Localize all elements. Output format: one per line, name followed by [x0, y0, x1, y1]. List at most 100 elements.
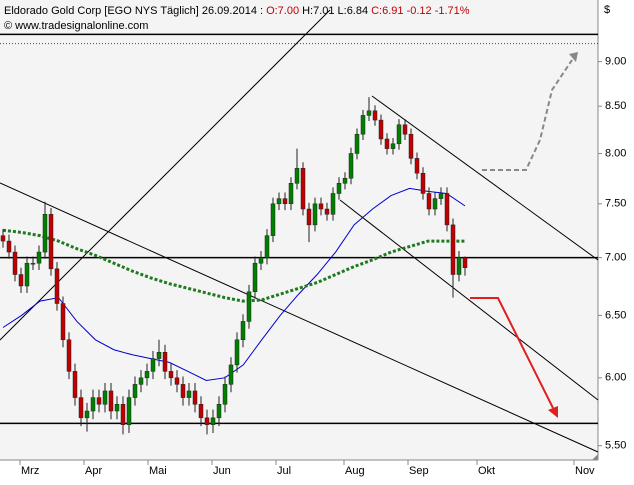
currency: $ — [604, 4, 610, 16]
candle-body — [84, 410, 90, 419]
candle-body — [372, 110, 378, 121]
candle-body — [324, 208, 330, 215]
x-tick-label: Sep — [409, 465, 429, 477]
projection-arrow — [470, 297, 554, 409]
source: © www.tradesignalonline.com — [4, 20, 148, 32]
x-tick-label: Aug — [345, 465, 365, 477]
candle-body — [408, 133, 414, 159]
axis-panel — [598, 0, 634, 480]
candle-body — [42, 214, 48, 253]
candle-body — [444, 193, 450, 226]
candle-body — [354, 133, 360, 154]
quote-low: L:6.84 — [338, 5, 369, 17]
candle-body — [114, 404, 120, 412]
corner-mark — [592, 454, 598, 460]
candle-body — [450, 224, 456, 275]
candle-body — [60, 303, 66, 341]
candle-body — [402, 124, 408, 135]
candle-body — [294, 167, 300, 184]
candle-body — [426, 193, 432, 210]
y-tick-label: 8.50 — [605, 100, 626, 112]
candle-body — [180, 384, 186, 398]
candle-body — [300, 167, 306, 210]
candle-body — [378, 119, 384, 140]
candle-body — [420, 172, 426, 194]
candle-body — [78, 397, 84, 419]
candle-body — [366, 110, 372, 116]
y-tick-label: 5.50 — [605, 440, 626, 452]
candle-body — [348, 153, 354, 179]
candle-body — [210, 417, 216, 425]
candle-body — [288, 183, 294, 205]
x-tick-label: Mai — [149, 465, 167, 477]
candle-body — [396, 124, 402, 145]
y-tick-label: 6.50 — [605, 309, 626, 321]
data-layer — [0, 33, 598, 435]
candle-body — [330, 193, 336, 215]
candle-body — [222, 384, 228, 405]
candle-body — [96, 397, 102, 405]
candle-body — [204, 417, 210, 425]
candle-body — [6, 240, 12, 253]
trend-line — [371, 95, 599, 261]
trend-line — [0, 182, 599, 453]
candle-body — [198, 404, 204, 419]
candle-body — [132, 384, 138, 398]
y-tick-label: 8.00 — [605, 147, 626, 159]
candle-body — [102, 390, 108, 405]
candle-body — [438, 193, 444, 199]
candle-body — [162, 352, 168, 372]
quote-open: O:7.00 — [266, 5, 299, 17]
x-tick-label: Mrz — [21, 465, 39, 477]
candle-body — [126, 397, 132, 425]
candle-body — [0, 235, 6, 242]
candle-body — [282, 198, 288, 205]
candle-body — [318, 203, 324, 210]
arrow-head — [548, 406, 558, 418]
candle-body — [174, 377, 180, 385]
candle-body — [90, 397, 96, 412]
candle-body — [48, 214, 54, 270]
moving-average — [2, 228, 465, 303]
candle-body — [186, 390, 192, 398]
candle-body — [312, 203, 318, 226]
candle-body — [30, 262, 36, 265]
candle-body — [258, 257, 264, 264]
candle-body — [456, 257, 462, 275]
y-tick-label: 7.00 — [605, 252, 626, 264]
candle-body — [150, 358, 156, 372]
candle-body — [192, 390, 198, 405]
candle-body — [390, 143, 396, 149]
candle-body — [246, 291, 252, 322]
quote-close: C:6.91 -0.12 -1.71% — [371, 5, 470, 17]
candle-body — [252, 262, 258, 293]
y-tick-label: 6.00 — [605, 372, 626, 384]
x-tick-label: Jul — [277, 465, 291, 477]
candle-body — [18, 274, 24, 287]
title-text: Eldorado Gold Corp [EGO NYS Täglich] 26.… — [4, 5, 263, 17]
x-tick-label: Nov — [575, 465, 595, 477]
candle-body — [360, 115, 366, 135]
candle-body — [144, 371, 150, 379]
candle-body — [240, 321, 246, 341]
quote-high: H:7.01 — [302, 5, 334, 17]
candle-body — [138, 377, 144, 385]
y-tick-label: 9.00 — [605, 56, 626, 68]
candle-body — [270, 203, 276, 236]
candle-body — [342, 177, 348, 184]
candle-body — [156, 352, 162, 359]
candle-body — [12, 251, 18, 275]
arrow-head — [569, 52, 578, 62]
candle-body — [228, 364, 234, 385]
candle-body — [306, 208, 312, 226]
y-tick-label: 7.50 — [605, 198, 626, 210]
trend-line — [339, 199, 599, 401]
candle-body — [24, 262, 30, 287]
candle-body — [414, 158, 420, 174]
candle-body — [66, 339, 72, 372]
candle-body — [216, 404, 222, 419]
candle-body — [234, 339, 240, 366]
candle-body — [432, 198, 438, 210]
candle-body — [108, 390, 114, 412]
